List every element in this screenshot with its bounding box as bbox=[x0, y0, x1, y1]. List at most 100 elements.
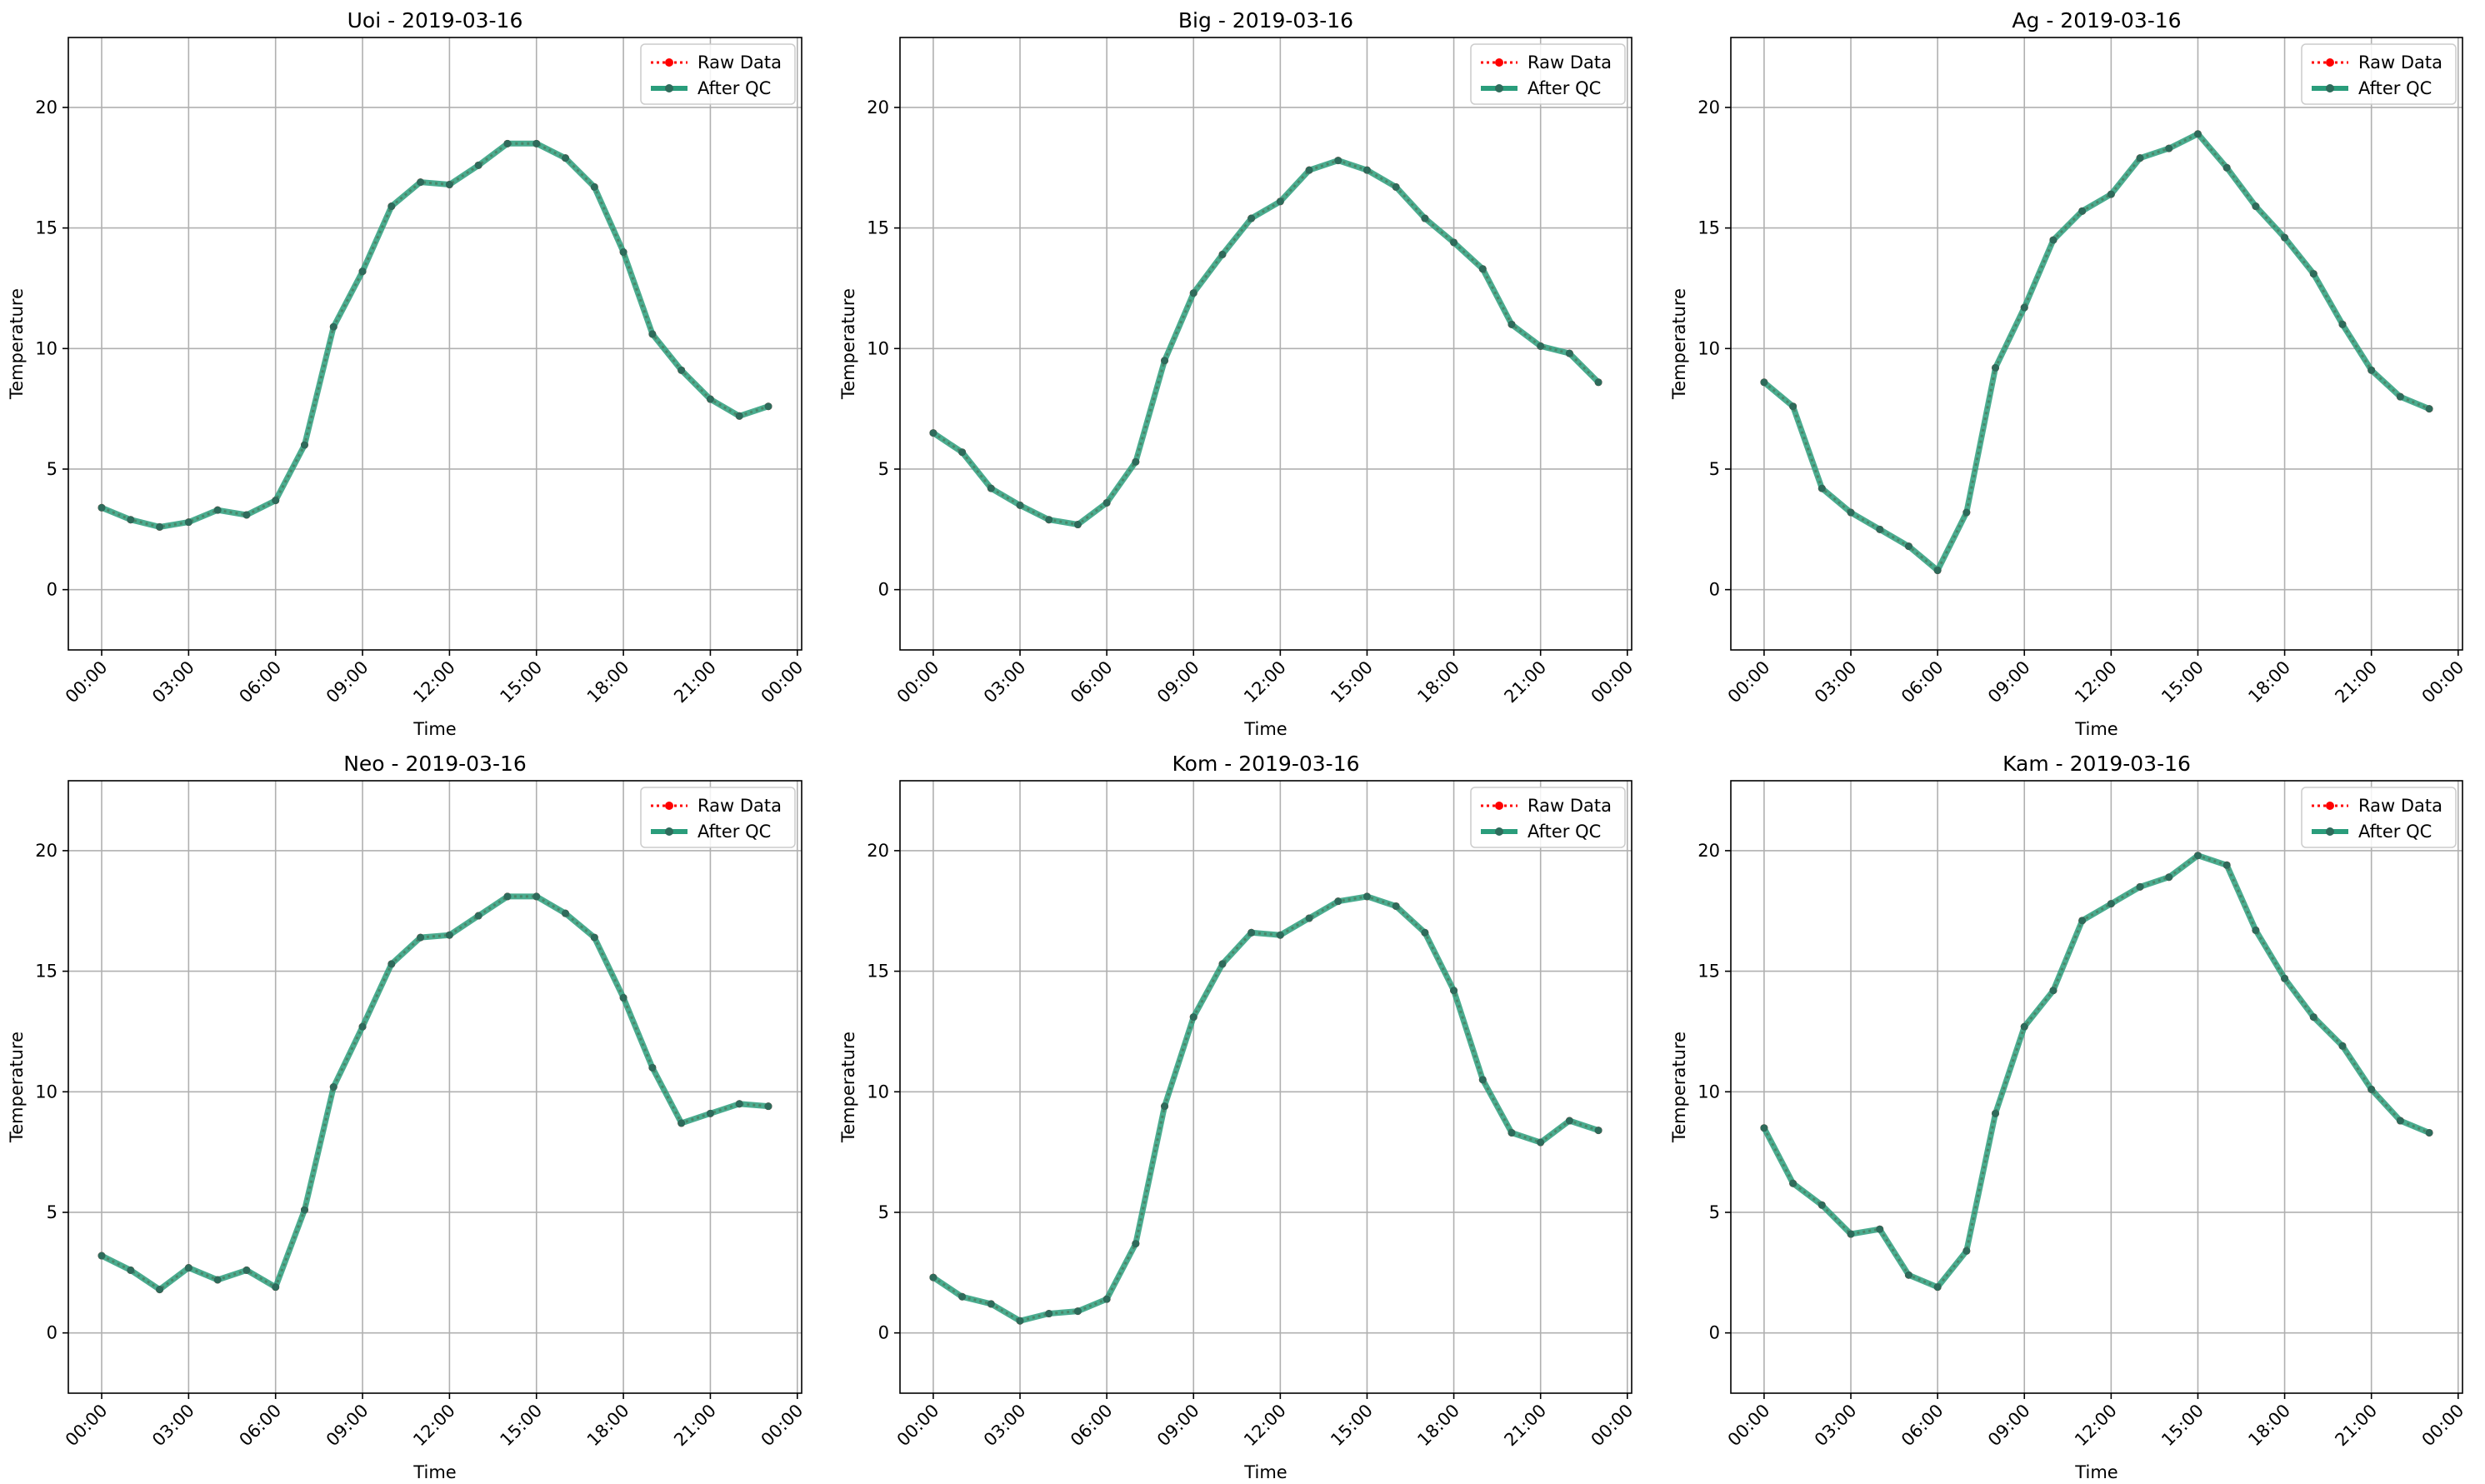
y-tick-label: 0 bbox=[878, 1323, 889, 1343]
after-qc-point bbox=[388, 960, 396, 968]
x-tick-label: 06:00 bbox=[1898, 657, 1948, 707]
y-tick-label: 20 bbox=[867, 841, 889, 861]
after-qc-point bbox=[417, 178, 425, 187]
legend: Raw Data After QC bbox=[2301, 43, 2457, 105]
x-tick-label: 21:00 bbox=[1500, 657, 1550, 707]
after-qc-point bbox=[2078, 207, 2087, 215]
y-axis-label: Temperature bbox=[7, 288, 27, 400]
after-qc-point bbox=[388, 202, 396, 211]
legend-raw-label: Raw Data bbox=[1528, 52, 1612, 72]
after-qc-point bbox=[242, 511, 251, 519]
y-axis-label: Temperature bbox=[7, 1032, 27, 1143]
after-qc-point bbox=[1760, 1124, 1768, 1132]
after-qc-point bbox=[1045, 1310, 1053, 1318]
after-qc-point bbox=[1478, 265, 1487, 273]
x-tick-label: 18:00 bbox=[1413, 657, 1463, 707]
after-qc-point bbox=[2107, 190, 2115, 198]
after-qc-point bbox=[2136, 154, 2144, 162]
after-qc-point bbox=[1392, 902, 1400, 910]
after-qc-point bbox=[1992, 1109, 2000, 1117]
raw-data-line bbox=[932, 159, 1600, 527]
after-qc-point bbox=[1218, 960, 1227, 968]
after-qc-point bbox=[358, 1022, 367, 1031]
after-qc-point bbox=[1102, 1295, 1111, 1303]
legend-raw-marker bbox=[2326, 802, 2334, 810]
x-tick-label: 03:00 bbox=[1811, 657, 1861, 707]
after-qc-point bbox=[929, 429, 938, 437]
after-qc-point bbox=[474, 161, 482, 169]
after-qc-point bbox=[2396, 1117, 2404, 1125]
after-qc-point bbox=[1189, 1013, 1198, 1022]
x-tick-label: 15:00 bbox=[2158, 657, 2208, 707]
after-qc-point bbox=[358, 267, 367, 276]
after-qc-line bbox=[1762, 131, 2431, 573]
after-qc-point bbox=[764, 1102, 772, 1111]
axes-frame bbox=[1730, 780, 2463, 1394]
after-qc-point bbox=[417, 933, 425, 942]
after-qc-point bbox=[2165, 144, 2173, 152]
y-tick-label: 5 bbox=[1709, 459, 1720, 479]
legend-qc-marker bbox=[1495, 827, 1503, 836]
after-qc-point bbox=[1962, 1247, 1971, 1255]
legend-raw-marker bbox=[2326, 58, 2334, 67]
after-qc-point bbox=[1537, 1138, 1545, 1147]
after-qc-point bbox=[2222, 163, 2231, 172]
after-qc-point bbox=[474, 912, 482, 920]
after-qc-point bbox=[1760, 378, 1768, 387]
x-tick-label: 09:00 bbox=[1984, 1401, 2034, 1451]
after-qc-point bbox=[2338, 1042, 2347, 1050]
after-qc-point bbox=[503, 892, 512, 901]
x-tick-label: 06:00 bbox=[235, 1401, 285, 1451]
x-tick-label: 12:00 bbox=[2071, 1401, 2121, 1451]
after-qc-point bbox=[1450, 238, 1458, 247]
after-qc-point bbox=[735, 412, 743, 420]
x-tick-label: 21:00 bbox=[2331, 657, 2381, 707]
after-qc-point bbox=[1594, 1127, 1602, 1135]
y-tick-label: 10 bbox=[867, 338, 889, 358]
subplot-title: Neo - 2019-03-16 bbox=[343, 752, 527, 776]
after-qc-point bbox=[1276, 931, 1284, 939]
legend-raw-label: Raw Data bbox=[2358, 796, 2442, 816]
x-tick-label: 21:00 bbox=[670, 657, 720, 707]
after-qc-point bbox=[184, 518, 192, 527]
after-qc-point bbox=[1904, 542, 1912, 551]
after-qc-point bbox=[619, 248, 628, 257]
legend-qc-marker bbox=[2326, 827, 2334, 836]
after-qc-point bbox=[1334, 897, 1342, 906]
subplot-title: Kom - 2019-03-16 bbox=[1172, 752, 1360, 776]
y-tick-label: 0 bbox=[1709, 1323, 1720, 1343]
after-qc-point bbox=[1450, 987, 1458, 995]
y-tick-label: 10 bbox=[1698, 1082, 1720, 1102]
legend: Raw Data After QC bbox=[2301, 787, 2457, 848]
after-qc-point bbox=[1189, 289, 1198, 297]
after-qc-point bbox=[2309, 1013, 2318, 1022]
after-qc-point bbox=[98, 503, 106, 512]
y-axis-label: Temperature bbox=[838, 1032, 858, 1143]
legend: Raw Data After QC bbox=[1470, 43, 1626, 105]
x-tick-label: 00:00 bbox=[1588, 1401, 1638, 1451]
after-qc-point bbox=[987, 1300, 995, 1308]
legend-qc-label: After QC bbox=[2358, 78, 2432, 98]
x-tick-label: 06:00 bbox=[1067, 657, 1117, 707]
x-tick-label: 00:00 bbox=[1588, 657, 1638, 707]
after-qc-point bbox=[1594, 378, 1602, 387]
after-qc-point bbox=[590, 182, 598, 191]
x-tick-label: 09:00 bbox=[1984, 657, 2034, 707]
after-qc-point bbox=[1102, 498, 1111, 507]
y-tick-label: 0 bbox=[47, 1323, 58, 1343]
subplot-title: Big - 2019-03-16 bbox=[1178, 8, 1353, 32]
after-qc-point bbox=[184, 1264, 192, 1272]
after-qc-point bbox=[2193, 130, 2202, 138]
subplot-6: 0 5 10 15 20 00:00 03:00 06:00 09:00 12:00 15:00 18… bbox=[1669, 752, 2468, 1482]
after-qc-point bbox=[1362, 892, 1371, 901]
after-qc-point bbox=[1016, 1317, 1024, 1325]
after-qc-point bbox=[1933, 567, 1942, 575]
after-qc-point bbox=[678, 366, 686, 374]
x-tick-label: 03:00 bbox=[980, 1401, 1030, 1451]
y-axis-label: Temperature bbox=[1669, 1032, 1689, 1143]
x-tick-label: 21:00 bbox=[670, 1401, 720, 1451]
after-qc-point bbox=[445, 931, 453, 939]
legend: Raw Data After QC bbox=[640, 787, 796, 848]
after-qc-point bbox=[764, 402, 772, 411]
y-tick-label: 5 bbox=[47, 1202, 58, 1222]
